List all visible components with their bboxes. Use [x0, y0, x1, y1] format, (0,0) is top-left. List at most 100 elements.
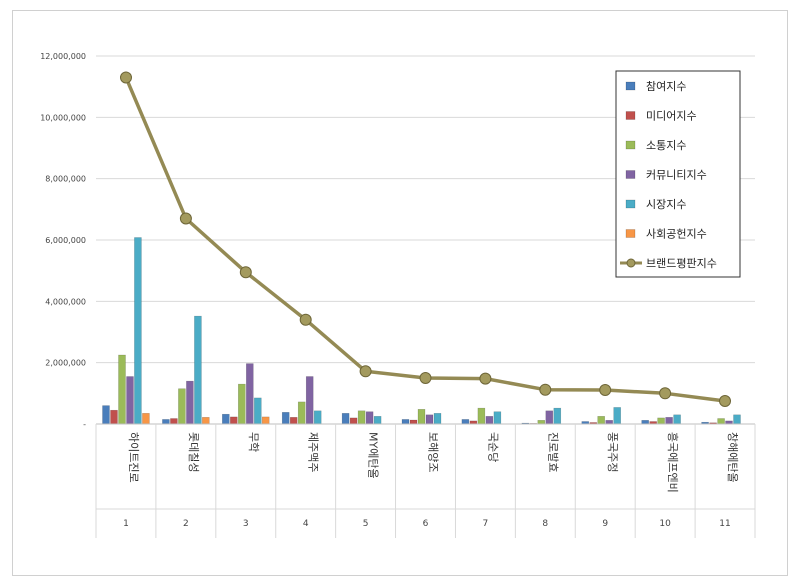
- bar: [110, 409, 118, 425]
- x-rank-label: 3: [243, 519, 249, 529]
- legend-label: 시장지수: [646, 198, 686, 211]
- line-series-group: [120, 71, 731, 407]
- legend-swatch: [625, 170, 636, 179]
- line-point: [299, 313, 312, 326]
- x-category-label: 진로발효: [546, 432, 559, 472]
- bar: [162, 419, 170, 425]
- line-point: [479, 372, 492, 385]
- bar: [665, 417, 673, 425]
- y-axis: - 2,000,000 4,000,000 6,000,000 8,000,000 10,…: [40, 52, 86, 429]
- y-tick-label: 8,000,000: [45, 175, 86, 184]
- x-rank-label: 8: [542, 519, 548, 529]
- bar: [194, 315, 202, 425]
- bar: [126, 376, 134, 425]
- bar: [673, 414, 681, 425]
- legend-swatch: [625, 229, 636, 238]
- bar: [641, 420, 649, 425]
- y-tick-label: 6,000,000: [45, 236, 86, 245]
- x-rank-label: 6: [423, 519, 429, 529]
- legend-label: 참여지수: [646, 80, 686, 93]
- bar: [485, 416, 494, 425]
- bar: [246, 363, 254, 425]
- bar: [461, 419, 470, 425]
- y-tick-label: 10,000,000: [40, 113, 86, 122]
- legend-box: [615, 70, 741, 278]
- bar: [477, 407, 486, 425]
- line-point: [599, 384, 612, 396]
- y-tick-label: -: [83, 420, 86, 429]
- bar: [202, 417, 210, 425]
- line-point: [539, 383, 552, 396]
- bar: [537, 420, 546, 425]
- x-rank-label: 4: [303, 519, 309, 529]
- legend-swatch: [625, 199, 636, 209]
- legend-swatch: [625, 111, 636, 120]
- x-category-label: MY에탄올: [367, 432, 380, 479]
- line-point: [120, 71, 132, 84]
- bar: [401, 419, 410, 425]
- x-rank-label: 7: [483, 519, 489, 529]
- legend-label: 사회공헌지수: [646, 228, 707, 241]
- x-category-label: 하이트진로: [127, 432, 141, 483]
- bar: [417, 409, 426, 425]
- x-category-label: 보해양조: [427, 432, 441, 472]
- legend-label: 소통지수: [646, 139, 686, 152]
- x-rank-label: 9: [602, 519, 608, 529]
- bar: [281, 412, 290, 425]
- line-point: [659, 387, 672, 400]
- line-point: [359, 365, 372, 378]
- line-point: [179, 212, 192, 225]
- bar: [341, 413, 350, 425]
- x-rank-label: 2: [183, 519, 189, 529]
- x-rank-label: 10: [659, 519, 671, 529]
- y-tick-label: 12,000,000: [40, 52, 86, 61]
- bar: [313, 410, 322, 425]
- bar: [142, 413, 150, 425]
- bar: [186, 380, 194, 425]
- legend-label: 커뮤니티지수: [646, 169, 707, 182]
- bar: [605, 420, 613, 425]
- bar: [305, 376, 314, 425]
- bar: [373, 416, 382, 425]
- bar: [553, 407, 562, 425]
- bar: [733, 414, 741, 425]
- bar: [238, 383, 246, 425]
- bar: [409, 419, 418, 425]
- x-axis: 하이트진로 1 롯데칠성 2 무학 3 제주맥주 4 MY에탄올 5 보해양조 6 국순당 7 진로발효 8 풍…: [95, 423, 756, 538]
- bar: [261, 416, 270, 425]
- bar: [657, 417, 665, 425]
- bar: [349, 417, 358, 425]
- brand-reputation-chart: - 2,000,000 4,000,000 6,000,000 8,000,000 10,…: [40, 52, 756, 538]
- bar: [102, 405, 110, 425]
- x-category-label: 무학: [247, 432, 260, 452]
- bar: [289, 417, 298, 425]
- legend-label: 미디어지수: [646, 110, 697, 123]
- x-category-label: 창해에탄올: [726, 432, 740, 483]
- x-category-label: 국순당: [486, 432, 499, 462]
- y-tick-label: 2,000,000: [45, 359, 86, 368]
- x-rank-label: 1: [123, 519, 129, 529]
- bar: [613, 407, 621, 425]
- x-category-label: 흥국에프엔비: [666, 432, 680, 493]
- legend-swatch-marker: [626, 258, 636, 268]
- legend-label: 브랜드평판지수: [646, 257, 717, 270]
- bar: [357, 410, 366, 425]
- x-rank-label: 5: [363, 519, 369, 529]
- bar: [170, 418, 178, 425]
- bar: [597, 416, 605, 425]
- bar: [118, 354, 126, 425]
- bar: [230, 416, 238, 425]
- bar: [222, 413, 230, 425]
- gridlines: [96, 55, 755, 364]
- line-point: [719, 395, 731, 407]
- bar: [717, 418, 725, 425]
- line-point: [239, 266, 252, 279]
- bar: [134, 237, 142, 425]
- legend-swatch: [625, 81, 636, 91]
- bar: [425, 414, 434, 425]
- bar: [297, 401, 306, 425]
- bar: [433, 413, 442, 425]
- x-rank-label: 11: [719, 519, 730, 529]
- bar: [178, 388, 186, 425]
- legend-swatch: [625, 140, 636, 150]
